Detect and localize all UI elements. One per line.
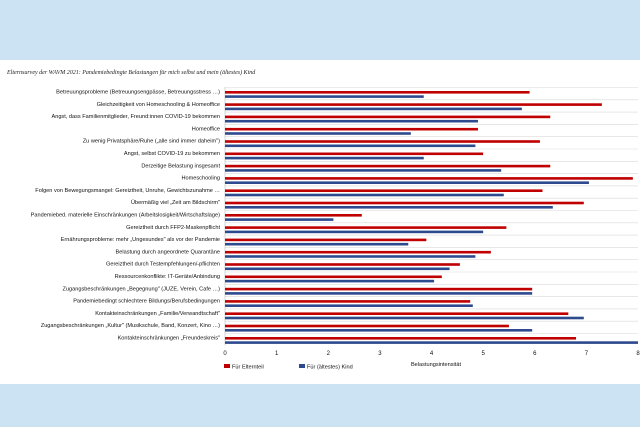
category-label: Belastung durch angeordnete Quarantäne: [116, 249, 221, 255]
bar-child: [225, 230, 484, 234]
bar-child: [225, 329, 533, 332]
bar-parent: [225, 312, 569, 315]
bar-child: [225, 242, 409, 246]
category-label: Gereiztheit durch Testempfehlungen/-pfli…: [106, 262, 220, 268]
bar-parent: [225, 201, 584, 205]
bar-parent: [225, 177, 633, 180]
x-tick-label: 8: [636, 351, 640, 357]
bar-child: [225, 144, 476, 148]
bar-parent: [225, 164, 551, 168]
bar-parent: [225, 127, 478, 131]
bar-parent: [225, 103, 602, 106]
category-label: Zugangsbeschränkungen „Kultur" (Musiksch…: [41, 323, 220, 329]
category-label: Angst, selbst COVID-19 zu bekommen: [124, 151, 220, 157]
x-tick-label: 5: [481, 351, 485, 357]
category-label: Ressourcenkonflikte: IT-Geräte/Anbindung: [115, 274, 220, 280]
x-tick-label: 2: [327, 351, 331, 357]
bar-parent: [225, 189, 543, 192]
bars: [225, 91, 638, 344]
category-label: Kontakteinschränkungen „Freundeskreis": [118, 336, 220, 342]
category-label: Gleichzeitigkeit von Homeschooling & Hom…: [97, 102, 220, 108]
category-label: Zu wenig Privatsphäre/Ruhe („alle sind i…: [83, 139, 220, 145]
category-label: Pandemiebedingt schlechtere Bildungs/Ber…: [73, 299, 220, 305]
bar-parent: [225, 275, 442, 279]
category-label: Gereiztheit durch FFP2-Maskenpflicht: [126, 225, 220, 231]
bar-parent: [225, 250, 491, 254]
x-axis-title: Belastungsintensität: [411, 362, 462, 368]
bar-child: [225, 95, 424, 98]
category-label: Folgen von Bewegungsmangel: Gereiztheit,…: [35, 188, 220, 194]
category-label: Zugangsbeschränkungen „Begegnung" (JUZE,…: [63, 286, 221, 292]
x-tick-label: 1: [275, 351, 279, 357]
bar-parent: [225, 324, 509, 328]
x-tick-label: 7: [585, 351, 589, 357]
bar-parent: [225, 263, 460, 266]
bar-parent: [225, 214, 362, 217]
bar-parent: [225, 287, 533, 291]
category-label: Angst, dass Familienmitglieder, Freund:i…: [51, 114, 220, 120]
category-label: Homeoffice: [192, 126, 220, 132]
bar-child: [225, 341, 638, 344]
bar-child: [225, 119, 478, 123]
figure-caption: Elternsurvey der WAVM 2021: Pandemiebedi…: [7, 70, 256, 76]
bar-parent: [225, 337, 577, 340]
bar-parent: [225, 226, 507, 229]
bar-parent: [225, 115, 551, 119]
bar-parent: [225, 238, 427, 242]
bar-child: [225, 169, 502, 172]
legend-swatch: [224, 364, 230, 368]
bar-child: [225, 267, 450, 271]
legend-label: Für Elternteil: [232, 365, 264, 371]
x-tick-label: 3: [378, 351, 382, 357]
bar-child: [225, 304, 473, 307]
bar-parent: [225, 91, 530, 94]
category-label: Betreuungsprobleme (Betreuungsengpässe, …: [56, 90, 220, 96]
category-label: Derzeitige Belastung insgesamt: [141, 163, 220, 169]
category-label: Ernährungsprobleme: mehr „Ungesundes" al…: [61, 237, 220, 243]
legend-swatch: [299, 364, 305, 368]
bar-child: [225, 181, 589, 184]
bar-child: [225, 206, 553, 209]
category-label: Übermäßig viel „Zeit am Bildschirm": [131, 199, 220, 206]
bar-child: [225, 292, 533, 295]
bar-child: [225, 193, 504, 197]
bar-child: [225, 156, 424, 160]
x-tick-labels: 0 1 2 3 4 5 6 7 8: [223, 351, 640, 357]
x-tick-label: 6: [533, 351, 537, 357]
bar-parent: [225, 140, 540, 143]
category-label: Homeschooling: [181, 176, 220, 182]
legend-label: Für (ältestes) Kind: [307, 365, 353, 371]
category-label: Kontakteinschränkungen „Familie/Verwandt…: [95, 311, 220, 317]
bar-child: [225, 279, 435, 283]
x-tick-label: 4: [430, 351, 434, 357]
bar-child: [225, 132, 411, 135]
bar-child: [225, 218, 334, 221]
bar-parent: [225, 300, 471, 303]
bar-child: [225, 107, 522, 111]
category-labels: Betreuungsprobleme (Betreuungsengpässe, …: [31, 90, 221, 342]
legend: Für Elternteil Für (ältestes) Kind: [224, 364, 353, 371]
bar-child: [225, 316, 584, 320]
x-tick-label: 0: [223, 351, 227, 357]
category-label: Pandemiebed. materielle Einschränkungen …: [31, 213, 220, 219]
bar-child: [225, 255, 476, 258]
bar-parent: [225, 152, 484, 156]
